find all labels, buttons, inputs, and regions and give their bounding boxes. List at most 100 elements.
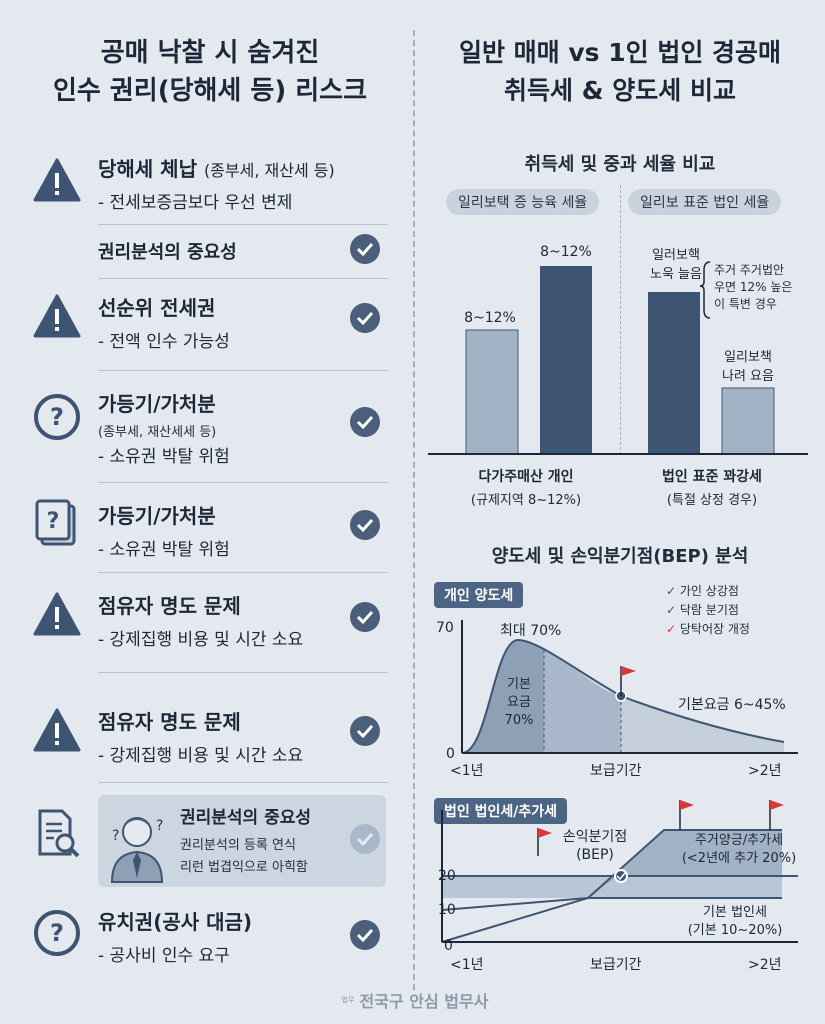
risk-item-occupant-eviction-2: 점유자 명도 문제 - 강제집행 비용 및 시간 소요	[98, 706, 358, 766]
item-sub: - 전세보증금보다 우선 변제	[98, 193, 293, 213]
chart2-tag: 법인 법인세/추가세	[434, 798, 568, 824]
bar3-note-line2: 우면 12% 높은	[714, 280, 793, 294]
tax-curve	[461, 638, 785, 754]
c2-base-line2: (기본 10~20%)	[687, 923, 783, 938]
item-sub: - 강제집행 비용 및 시간 소요	[98, 630, 304, 650]
c2-base-label: 기본 법인세 (기본 10~20%)	[680, 904, 790, 940]
question-circle-icon: ?	[34, 394, 80, 440]
check-icon	[350, 234, 380, 264]
risk-item-provisional-registration: 가등기/가처분 (종부세, 재산세세 등) - 소유권 박탈 위험	[98, 388, 348, 467]
left-title: 공매 낙찰 시 숨겨진 인수 권리(당해세 등) 리스크	[20, 34, 400, 110]
item-title: 선순위 전세권	[98, 296, 216, 320]
c1-y-top: 70	[436, 620, 454, 636]
question-circle-icon: ?	[34, 910, 80, 956]
check-icon	[350, 824, 380, 854]
bar3-label: 일러보핵 노욱 늘음	[640, 244, 712, 282]
red-flag-icon	[770, 800, 784, 810]
chip-individual-rate: 일리보택 증 능육 세율	[446, 189, 600, 215]
risk-item-provisional-disposition: 가등기/가처분 - 소유권 박탈 위험	[98, 500, 348, 560]
item-title: 당해세 체납	[98, 157, 197, 181]
item-title: 점유자 명도 문제	[98, 594, 241, 618]
warning-icon	[33, 708, 81, 752]
check-icon	[350, 407, 380, 437]
c2-additional-line1: 주거양긍/추가세	[694, 833, 784, 848]
c1-tail-label: 기본요금 6~45%	[678, 697, 786, 713]
check-icon	[350, 920, 380, 950]
note-bracket	[699, 261, 711, 319]
c2-x-left: <1년	[450, 957, 484, 973]
c2-y0: 0	[444, 938, 453, 954]
c1-inner-line3: 70%	[504, 713, 534, 728]
check-icon	[350, 303, 380, 333]
corporate-tax-chart	[441, 800, 798, 943]
item-title: 점유자 명도 문제	[98, 710, 241, 734]
item-note: (종부세, 재산세세 등)	[98, 425, 217, 440]
separator	[98, 278, 388, 279]
group2-label: 법인 표준 꽈강세 (특절 상정 경우)	[632, 466, 792, 508]
warning-icon	[33, 294, 81, 338]
chip-corporate-rate: 일리보 표준 법인 세율	[628, 189, 782, 215]
additional-tax-line	[441, 829, 782, 943]
item-title: 가등기/가처분	[98, 504, 216, 528]
footer-small: 법무	[341, 996, 355, 1004]
separator	[98, 224, 388, 225]
group2-label-sub: (특절 상정 경우)	[666, 493, 758, 508]
c1-inner-line2: 요금	[507, 695, 531, 710]
risk-item-rights-analysis: 권리분석의 중요성	[98, 238, 358, 264]
right-title-line2: 취득세 & 양도세 비교	[504, 76, 736, 105]
separator	[98, 782, 388, 783]
item-title: 가등기/가처분	[98, 392, 216, 416]
svg-text:?: ?	[156, 818, 163, 834]
bep-point	[614, 869, 628, 883]
separator	[98, 482, 388, 483]
left-title-line2: 인수 권리(당해세 등) 리스크	[52, 76, 368, 106]
legend-item-3: ✓ 당탁어장 개정	[666, 622, 750, 636]
item-title: 권리분석의 중요성	[98, 242, 237, 263]
bar-individual-1	[465, 329, 519, 455]
c1-y-bottom: 0	[446, 746, 455, 762]
item-title-extra: (종부세, 재산세 등)	[203, 161, 335, 180]
bep-check-mark	[616, 872, 626, 881]
right-title: 일반 매매 vs 1인 법인 경공매 취득세 & 양도세 비교	[425, 34, 815, 110]
group1-label: 다가주매산 개인 (규제지역 8~12%)	[446, 466, 606, 508]
c2-bep-line2: (BEP)	[576, 847, 614, 863]
red-flag-icon	[621, 666, 636, 676]
item-sub2: 리런 법겹익으로 아힉함	[180, 860, 308, 875]
item-sub1: 권리분석의 등록 연식	[180, 838, 296, 853]
item-sub: - 전액 인수 가능성	[98, 332, 230, 352]
svg-text:?: ?	[50, 403, 64, 431]
chart1-tag: 개인 양도세	[434, 582, 524, 608]
c1-x-mid: 보급기간	[590, 763, 642, 779]
svg-text:?: ?	[112, 828, 119, 844]
individual-tax-curve-chart	[461, 620, 798, 754]
item-title: 권리분석의 중요성	[180, 808, 312, 828]
c2-y20: 20	[438, 868, 456, 884]
item-sub: - 강제집행 비용 및 시간 소요	[98, 746, 304, 766]
c2-additional-label: 주거양긍/추가세 (<2년에 추가 20%)	[674, 832, 804, 868]
bar1-label: 8~12%	[464, 310, 516, 326]
check-icon	[350, 716, 380, 746]
section1-title: 취득세 및 중과 세율 비교	[524, 154, 716, 175]
additional-tax-area	[588, 830, 782, 898]
svg-text:?: ?	[47, 509, 60, 534]
c1-x-right: >2년	[748, 763, 782, 779]
check-icon	[350, 510, 380, 540]
c2-additional-line2: (<2년에 추가 20%)	[681, 851, 797, 866]
curve-fill-mid	[544, 650, 621, 753]
group-divider	[620, 185, 621, 455]
acquisition-tax-bar-chart	[428, 261, 808, 455]
chart1-legend: ✓ 가인 상강점 ✓ 닥람 분기점 ✓ 당탁어장 개정	[666, 582, 796, 639]
item-sub: - 소유권 박탈 위험	[98, 447, 230, 467]
c1-inner-label: 기본 요금 70%	[494, 676, 544, 730]
footer-brand: 법무 전국구 안심 법무사	[330, 988, 500, 1012]
c1-peak-label: 최대 70%	[500, 623, 562, 639]
section2-title: 양도세 및 손익분기점(BEP) 분석	[491, 546, 749, 567]
bar-corporate-1	[648, 292, 700, 454]
base-tax-band	[442, 876, 782, 898]
check-icon	[350, 602, 380, 632]
bar4-label-line1: 일리보책	[724, 350, 772, 365]
risk-item-occupant-eviction: 점유자 명도 문제 - 강제집행 비용 및 시간 소요	[98, 590, 358, 650]
bar3-label-line1: 일러보핵	[652, 248, 700, 263]
bar2-label: 8~12%	[540, 244, 592, 260]
bar-corporate-2	[721, 387, 775, 455]
